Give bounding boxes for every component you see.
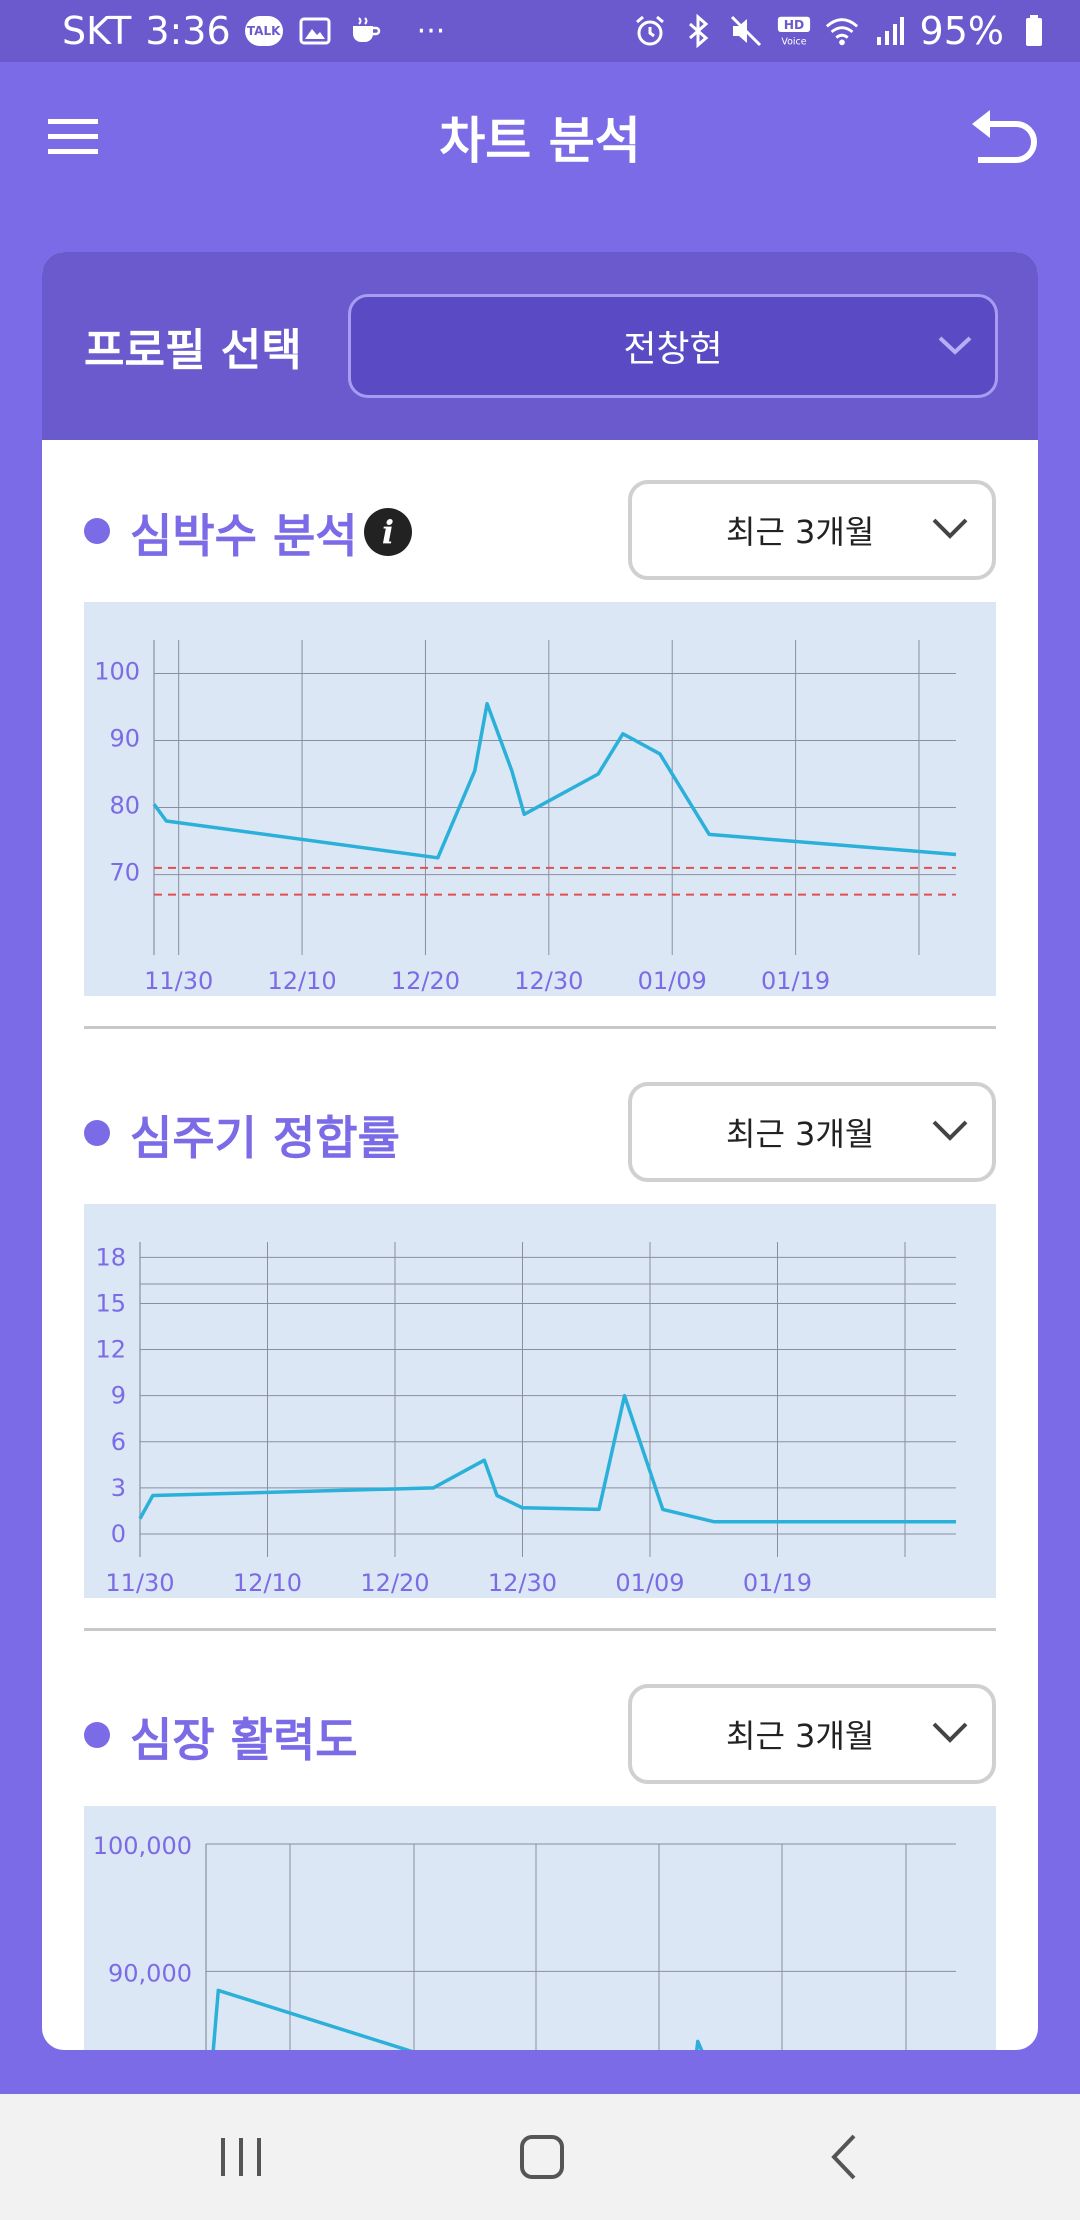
status-bar: SKT 3:36 TALK ··· HD Voice 95% [0, 0, 1080, 62]
series-line [211, 1988, 704, 2050]
x-tick-label: 12/20 [391, 967, 460, 995]
bluetooth-icon [680, 13, 716, 49]
chart-svg: 11/30 12/10 12/20 12/30 01/09 01/19 70 80 90 100 [94, 640, 957, 995]
bullet-dot [84, 518, 110, 544]
section-divider [84, 1628, 996, 1631]
profile-row: 프로필 선택 전창현 [42, 252, 1038, 440]
battery-icon [1016, 13, 1052, 49]
chevron-down-icon [932, 518, 968, 539]
bullet-dot [84, 1120, 110, 1146]
chevron-down-icon [932, 1120, 968, 1141]
system-nav-bar [0, 2094, 1080, 2220]
heart-rate-section: 심박수 분석 i 최근 3개월 11/30 12/10 12/20 12/30 01/0… [42, 440, 1038, 1042]
chevron-down-icon [938, 336, 972, 355]
svg-text:HD: HD [783, 18, 804, 32]
x-tick-label: 01/19 [743, 1569, 812, 1597]
y-tick-label: 0 [111, 1520, 126, 1548]
period-dropdown[interactable]: 최근 3개월 [628, 1684, 996, 1784]
series-line [138, 1393, 956, 1524]
profile-dropdown[interactable]: 전창현 [348, 294, 998, 398]
period-selected-value: 최근 3개월 [726, 513, 875, 551]
signal-icon [872, 13, 908, 49]
section-title: 심장 활력도 [130, 1713, 358, 1767]
home-icon[interactable] [506, 2124, 578, 2190]
page-title: 차트 분석 [439, 112, 641, 170]
hd-voice-icon: HD Voice [776, 13, 812, 49]
series-line [152, 701, 957, 860]
coffee-icon [347, 13, 383, 49]
chevron-down-icon [932, 1722, 968, 1743]
period-dropdown[interactable]: 최근 3개월 [628, 480, 996, 580]
y-tick-label: 15 [95, 1289, 126, 1317]
y-tick-label: 18 [95, 1243, 126, 1271]
chart-svg: 11/30 12/10 12/20 12/30 01/09 01/19 0 3 6 9 12 15 18 [95, 1242, 956, 1597]
section-header: 심주기 정합률 최근 3개월 [42, 1082, 1038, 1182]
x-tick-label: 11/30 [105, 1569, 174, 1597]
section-header: 심장 활력도 최근 3개월 [42, 1684, 1038, 1784]
heart-rate-chart: 11/30 12/10 12/20 12/30 01/09 01/19 70 80 90 100 [84, 602, 996, 996]
battery-percent: 95% [919, 9, 1004, 53]
more-icon: ··· [416, 13, 446, 49]
y-tick-label: 6 [111, 1428, 126, 1456]
wifi-icon [824, 13, 860, 49]
x-tick-label: 12/30 [488, 1569, 557, 1597]
info-icon[interactable]: i [364, 508, 412, 556]
recent-apps-icon[interactable] [205, 2124, 277, 2190]
profile-label: 프로필 선택 [84, 325, 302, 376]
y-tick-label: 70 [109, 859, 140, 887]
section-divider [84, 1026, 996, 1029]
period-dropdown[interactable]: 최근 3개월 [628, 1082, 996, 1182]
period-selected-value: 최근 3개월 [726, 1115, 875, 1153]
y-tick-label: 100 [94, 658, 140, 686]
status-time: 3:36 [145, 9, 231, 53]
carrier-label: SKT [62, 9, 132, 53]
y-tick-label: 80 [109, 792, 140, 820]
hamburger-menu-icon[interactable] [46, 115, 100, 159]
section-title: 심주기 정합률 [130, 1111, 400, 1165]
y-tick-label: 90,000 [108, 1959, 192, 1987]
y-tick-label: 12 [95, 1336, 126, 1364]
y-tick-label: 100,000 [93, 1832, 192, 1860]
bullet-dot [84, 1722, 110, 1748]
cycle-match-section: 심주기 정합률 최근 3개월 11/30 12/10 12/20 12/30 01/09… [42, 1042, 1038, 1644]
x-tick-label: 01/09 [638, 967, 707, 995]
app-header: 차트 분석 [0, 62, 1080, 212]
analysis-card: 프로필 선택 전창현 심박수 분석 i 최근 3개월 11/30 12/10 12/… [42, 252, 1038, 2050]
nav-back-icon[interactable] [808, 2124, 880, 2190]
x-tick-label: 12/30 [514, 967, 583, 995]
x-tick-label: 01/09 [615, 1569, 684, 1597]
x-tick-label: 12/10 [267, 967, 336, 995]
x-tick-label: 12/20 [360, 1569, 429, 1597]
cycle-match-chart: 11/30 12/10 12/20 12/30 01/09 01/19 0 3 6 9 12 15 18 [84, 1204, 996, 1598]
x-tick-label: 12/10 [233, 1569, 302, 1597]
period-selected-value: 최근 3개월 [726, 1717, 875, 1755]
section-header: 심박수 분석 i 최근 3개월 [42, 480, 1038, 580]
kakaotalk-icon: TALK [244, 16, 283, 46]
svg-text:Voice: Voice [781, 36, 806, 47]
gallery-icon [297, 13, 333, 49]
y-tick-label: 3 [111, 1474, 126, 1502]
alarm-icon [632, 13, 668, 49]
x-tick-label: 11/30 [144, 967, 213, 995]
y-tick-label: 90 [109, 725, 140, 753]
back-arrow-icon[interactable] [970, 106, 1042, 168]
y-tick-label: 9 [111, 1382, 126, 1410]
mute-icon [728, 13, 764, 49]
section-title: 심박수 분석 [130, 509, 358, 563]
profile-selected-value: 전창현 [623, 329, 723, 370]
x-tick-label: 01/19 [761, 967, 830, 995]
